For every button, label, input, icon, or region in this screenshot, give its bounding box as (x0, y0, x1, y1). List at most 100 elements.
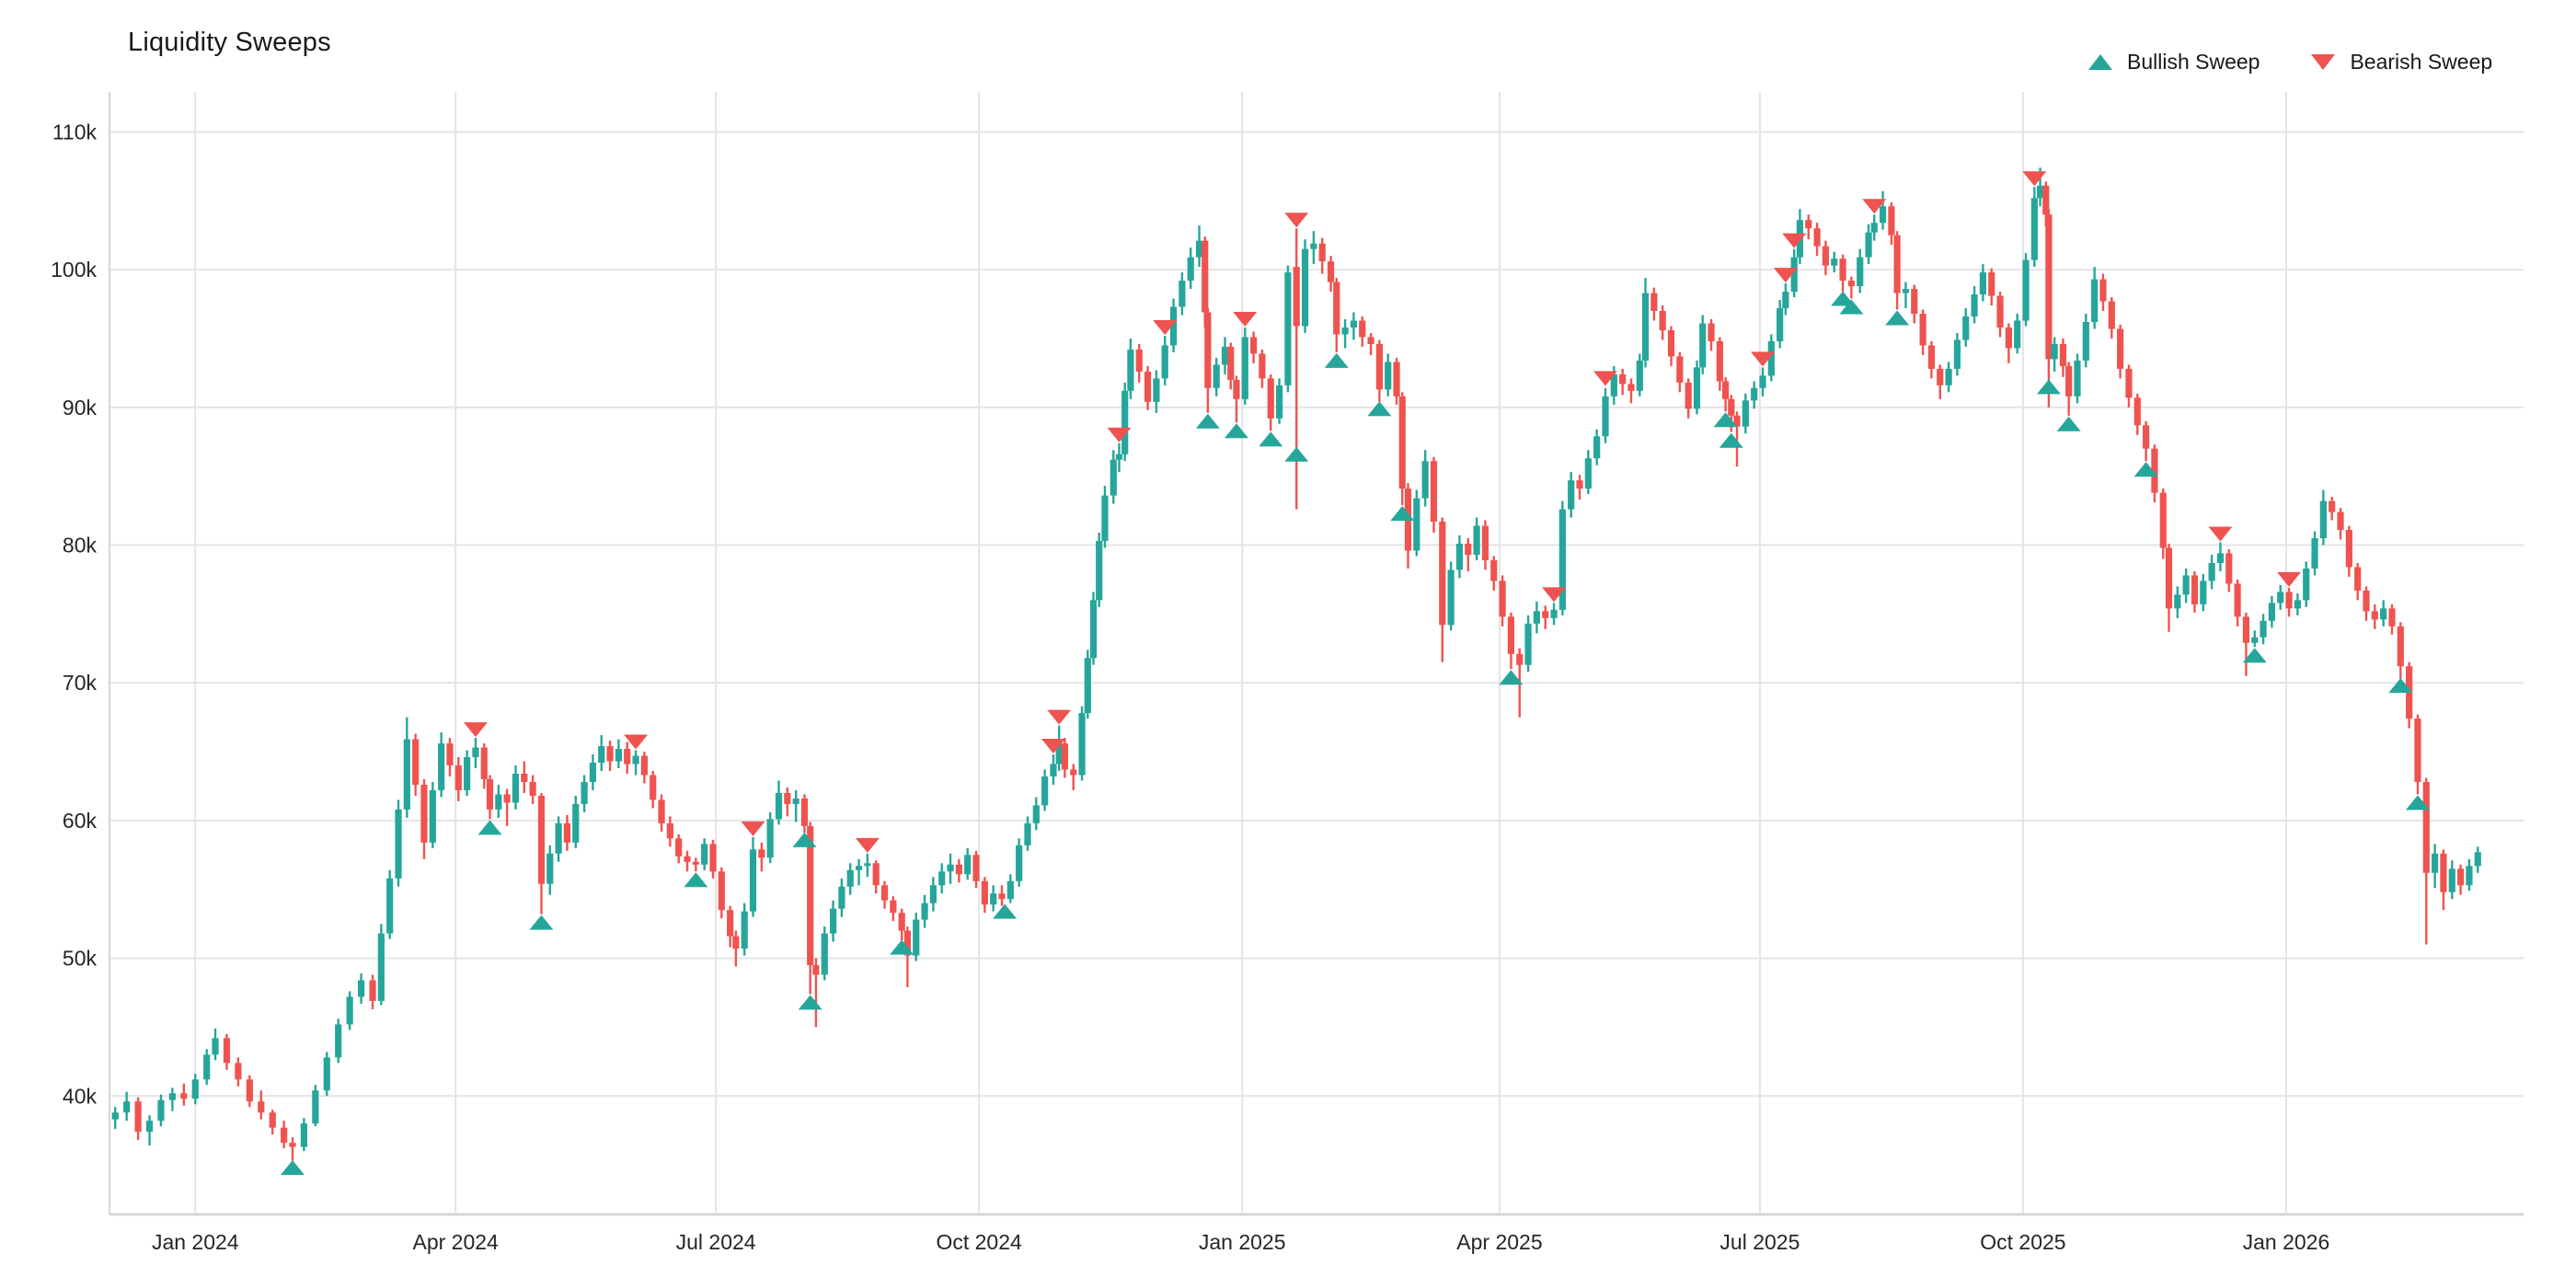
candle-body (1945, 368, 1952, 385)
candle (1733, 411, 1741, 467)
candle (1284, 265, 1292, 393)
candle (495, 784, 502, 818)
candle (1259, 349, 1266, 388)
candle (1627, 378, 1635, 404)
candle-body (2397, 626, 2404, 667)
candle (1024, 816, 1031, 851)
chart-legend: Bullish Sweep Bearish Sweep (2088, 50, 2492, 75)
candle (2422, 777, 2430, 945)
axis-lines (109, 92, 2524, 1216)
candle-body (1822, 246, 1830, 266)
candle (1127, 338, 1134, 399)
candle (1350, 312, 1358, 340)
candle (480, 743, 488, 789)
candle (464, 750, 471, 796)
bearish-sweep-marker (1542, 587, 1567, 603)
candle-body (800, 798, 809, 826)
candle (821, 926, 828, 981)
candle-body (180, 1093, 188, 1099)
bullish-sweep-marker (2242, 648, 2267, 663)
candle (2091, 267, 2099, 329)
candle-body (2388, 608, 2396, 627)
candle-body (1790, 257, 1798, 293)
candle (1367, 332, 1374, 355)
candle (1550, 603, 1558, 626)
candle-body (403, 739, 410, 810)
candle (2337, 508, 2344, 540)
candle (903, 926, 912, 988)
candle-body (1096, 541, 1103, 601)
candle-body (718, 871, 725, 911)
candle (1455, 535, 1464, 579)
candle-wick (1735, 411, 1739, 467)
candle-body (2005, 327, 2012, 349)
candle-body (1385, 362, 1392, 390)
candle-body (1870, 223, 1878, 233)
bullish-sweep-marker (890, 939, 914, 955)
candle-body (1301, 248, 1309, 327)
candle (1667, 326, 1675, 366)
candle (2208, 554, 2215, 590)
candlestick-series (111, 167, 2481, 1161)
candle-body (898, 913, 905, 931)
candle-body (1919, 314, 1926, 346)
bearish-sweep-marker (1751, 351, 1776, 367)
y-tick-label: 110k (52, 120, 98, 144)
candle-body (1455, 543, 1464, 570)
candle (2082, 314, 2089, 368)
candle (1318, 237, 1326, 274)
candle-body (438, 743, 445, 790)
candle-wick (505, 788, 509, 826)
candle (1016, 838, 1023, 887)
candle (180, 1083, 188, 1106)
candle-body (1227, 346, 1235, 380)
candle (732, 930, 740, 967)
candle-body (2191, 575, 2199, 604)
candle-body (2216, 553, 2225, 563)
candle (2234, 579, 2241, 627)
candle (111, 1107, 119, 1130)
candle-body (1857, 257, 1864, 287)
candle-body (1367, 337, 1374, 344)
bearish-sweep-marker (1284, 213, 1309, 228)
candle-body (1893, 235, 1901, 293)
candle-body (454, 765, 462, 790)
candle (377, 924, 385, 1006)
candle-body (289, 1143, 296, 1147)
bullish-sweep-marker (1284, 446, 1309, 462)
candle (1430, 456, 1438, 534)
candle (357, 973, 365, 1004)
candle-body (1024, 822, 1031, 845)
candle (1385, 353, 1392, 397)
candle (2414, 714, 2421, 795)
candle-body (335, 1024, 342, 1058)
candle-body (369, 980, 376, 1001)
candle (512, 765, 520, 810)
candle-body (1728, 398, 1735, 416)
legend-item-bearish-sweep[interactable]: Bearish Sweep (2311, 50, 2492, 75)
candle (864, 853, 871, 878)
candle-wick (1850, 276, 1853, 299)
candle (2371, 604, 2378, 629)
candle (1135, 343, 1143, 383)
candle (446, 738, 454, 776)
candle-body (464, 757, 471, 790)
candle-body (749, 849, 757, 912)
candle-body (123, 1101, 131, 1113)
candle (395, 799, 402, 887)
y-tick-label: 50k (63, 947, 98, 971)
candle (1241, 327, 1248, 405)
candle-body (480, 747, 488, 779)
candle-body (2432, 853, 2439, 873)
candle-body (964, 855, 972, 875)
candle-body (1293, 267, 1300, 327)
bullish-sweep-marker (2036, 379, 2061, 395)
candle (1937, 364, 1944, 399)
candle-body (2022, 259, 2030, 321)
legend-item-bullish-sweep[interactable]: Bullish Sweep (2088, 50, 2260, 75)
x-tick-label: Oct 2024 (936, 1230, 1022, 1254)
candle-body (1221, 346, 1229, 365)
candle-body (775, 792, 783, 820)
candle (1310, 231, 1317, 265)
candle-body (727, 910, 734, 937)
